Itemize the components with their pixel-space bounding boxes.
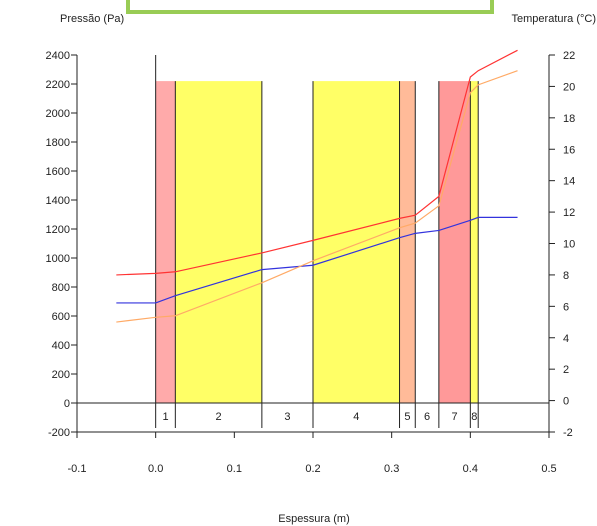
x-tick-label: 0.2 — [305, 463, 320, 475]
y-right-tick-label: 10 — [563, 239, 575, 251]
x-tick-label: 0.1 — [227, 463, 242, 475]
layers: 1 2 3 4 5 6 7 8 — [155, 55, 479, 428]
layer-label-2: 2 — [216, 411, 222, 423]
y-left-tick-label: 1000 — [46, 253, 70, 265]
series-line-0 — [116, 216, 518, 304]
y-right-tick-label: 16 — [563, 144, 575, 156]
y-right-tick-label: 6 — [563, 301, 569, 313]
y-left-tick-label: 600 — [52, 311, 70, 323]
y-left-tick-label: 200 — [52, 369, 70, 381]
layer-label-7: 7 — [452, 411, 458, 423]
y-left-tick-label: 1400 — [46, 195, 70, 207]
x-tick-label: -0.1 — [68, 463, 87, 475]
layer-label-8: 8 — [471, 411, 477, 423]
axes: -200020040060080010001200140016001800200… — [46, 50, 576, 475]
y-right-tick-label: 8 — [563, 270, 569, 282]
x-tick-label: 0.0 — [148, 463, 163, 475]
series-line-2 — [116, 70, 518, 323]
y-left-tick-label: 800 — [52, 282, 70, 294]
layer-label-5: 5 — [404, 411, 410, 423]
y-left-tick-label: 1600 — [46, 166, 70, 178]
y-left-tick-label: 0 — [64, 398, 70, 410]
y-left-tick-label: 2400 — [46, 50, 70, 62]
layer-label-3: 3 — [284, 411, 290, 423]
layer-label-1: 1 — [162, 411, 168, 423]
x-tick-label: 0.3 — [384, 463, 399, 475]
layer-rect-2 — [175, 81, 262, 403]
layer-rect-5 — [399, 81, 416, 403]
layer-rect-6 — [415, 81, 439, 403]
series — [116, 49, 518, 323]
y-right-tick-label: 2 — [563, 364, 569, 376]
y-left-tick-label: 2200 — [46, 79, 70, 91]
y-left-tick-label: 2000 — [46, 108, 70, 120]
x-axis-label: Espessura (m) — [278, 513, 350, 525]
y-right-axis-label: Temperatura (°C) — [512, 13, 596, 25]
layer-rect-8 — [470, 81, 479, 403]
y-left-tick-label: 1800 — [46, 137, 70, 149]
layer-rect-1 — [155, 81, 176, 403]
top-banner-box — [126, 0, 494, 14]
y-left-tick-label: 400 — [52, 340, 70, 352]
y-right-tick-label: 4 — [563, 333, 569, 345]
y-right-tick-label: 18 — [563, 113, 575, 125]
layer-label-4: 4 — [353, 411, 359, 423]
x-tick-label: 0.5 — [541, 463, 556, 475]
y-left-axis-label: Pressão (Pa) — [60, 13, 124, 25]
y-right-tick-label: 20 — [563, 81, 575, 93]
layer-label-6: 6 — [424, 411, 430, 423]
y-right-tick-label: 0 — [563, 396, 569, 408]
y-right-tick-label: 22 — [563, 50, 575, 62]
layer-rect-7 — [438, 81, 471, 403]
y-left-tick-label: 1200 — [46, 224, 70, 236]
x-tick-label: 0.4 — [463, 463, 478, 475]
y-right-tick-label: 14 — [563, 176, 575, 188]
y-right-tick-label: 12 — [563, 207, 575, 219]
y-right-tick-label: -2 — [563, 427, 573, 439]
series-line-1 — [116, 49, 518, 276]
y-left-tick-label: -200 — [48, 427, 70, 439]
